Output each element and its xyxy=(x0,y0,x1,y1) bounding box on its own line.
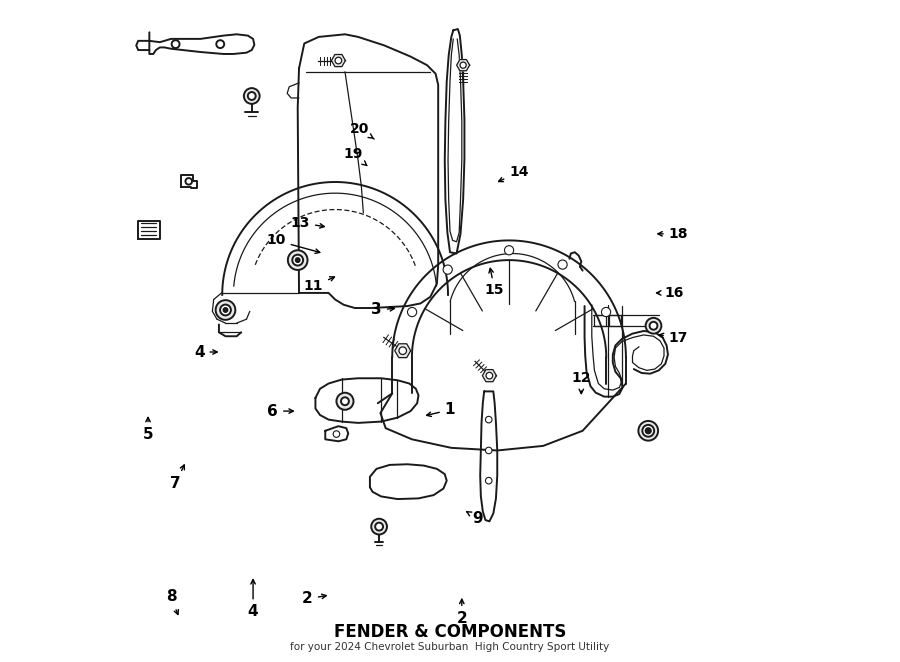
Circle shape xyxy=(248,92,256,100)
Circle shape xyxy=(288,250,308,270)
Text: 17: 17 xyxy=(659,330,688,344)
Text: 10: 10 xyxy=(266,234,320,254)
Circle shape xyxy=(645,428,651,434)
Circle shape xyxy=(443,265,453,274)
Text: for your 2024 Chevrolet Suburban  High Country Sport Utility: for your 2024 Chevrolet Suburban High Co… xyxy=(291,642,609,653)
Circle shape xyxy=(485,416,492,423)
Polygon shape xyxy=(456,60,470,71)
Circle shape xyxy=(485,448,492,453)
Polygon shape xyxy=(395,344,410,357)
Circle shape xyxy=(172,40,179,48)
Circle shape xyxy=(408,307,417,316)
Text: 2: 2 xyxy=(456,599,467,626)
Circle shape xyxy=(185,178,192,185)
Polygon shape xyxy=(331,54,346,67)
Text: 8: 8 xyxy=(166,589,178,614)
Text: 12: 12 xyxy=(572,371,591,394)
Circle shape xyxy=(296,258,300,262)
Text: 15: 15 xyxy=(485,268,504,297)
Circle shape xyxy=(460,62,466,68)
Circle shape xyxy=(375,523,383,530)
Text: 19: 19 xyxy=(343,147,367,166)
Text: 20: 20 xyxy=(350,122,374,139)
Polygon shape xyxy=(482,369,497,382)
Circle shape xyxy=(337,393,354,410)
Text: 16: 16 xyxy=(656,286,684,300)
Text: 4: 4 xyxy=(194,344,217,359)
Circle shape xyxy=(341,397,349,405)
Circle shape xyxy=(486,372,492,379)
Text: 4: 4 xyxy=(248,579,258,620)
Circle shape xyxy=(645,318,662,334)
Text: 1: 1 xyxy=(427,402,455,417)
Circle shape xyxy=(601,307,611,316)
Circle shape xyxy=(558,260,567,269)
Circle shape xyxy=(333,431,339,438)
Circle shape xyxy=(505,246,514,255)
Text: 5: 5 xyxy=(143,417,153,442)
Circle shape xyxy=(399,347,407,354)
Text: 2: 2 xyxy=(302,591,327,606)
Circle shape xyxy=(292,255,303,265)
Circle shape xyxy=(223,308,228,312)
Text: 6: 6 xyxy=(267,404,293,418)
Circle shape xyxy=(485,477,492,484)
Circle shape xyxy=(244,88,259,104)
Circle shape xyxy=(216,40,224,48)
Text: 18: 18 xyxy=(658,227,688,241)
Text: 11: 11 xyxy=(303,277,335,293)
Circle shape xyxy=(335,57,342,64)
Text: 14: 14 xyxy=(499,165,528,181)
Circle shape xyxy=(220,305,231,315)
Text: FENDER & COMPONENTS: FENDER & COMPONENTS xyxy=(334,623,566,641)
Circle shape xyxy=(216,300,235,320)
Circle shape xyxy=(371,519,387,534)
Circle shape xyxy=(650,322,657,330)
Text: 7: 7 xyxy=(170,465,184,491)
Text: 9: 9 xyxy=(466,510,483,526)
Text: 3: 3 xyxy=(371,303,394,318)
Circle shape xyxy=(638,421,658,441)
Text: 13: 13 xyxy=(291,216,324,230)
Circle shape xyxy=(643,425,654,437)
